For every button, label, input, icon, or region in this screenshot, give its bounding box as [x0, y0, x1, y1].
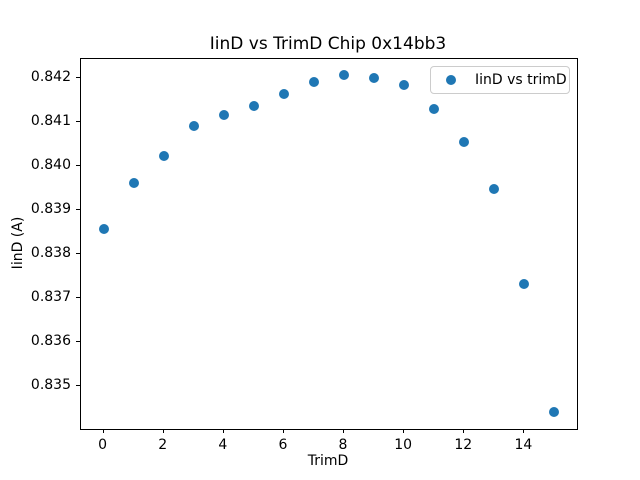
y-tick-label: 0.841: [30, 112, 71, 129]
y-tick-mark: [76, 77, 80, 78]
y-tick-mark: [76, 209, 80, 210]
y-tick-mark: [76, 385, 80, 386]
x-tick-mark: [523, 429, 524, 433]
y-tick-label: 0.842: [30, 68, 71, 85]
data-point: [399, 80, 410, 91]
plot-area: IinD vs trimD: [80, 58, 578, 430]
x-axis-label: TrimD: [307, 453, 349, 469]
x-tick-mark: [343, 429, 344, 433]
legend-marker-icon: [446, 75, 456, 85]
data-point: [98, 224, 109, 235]
data-point: [158, 151, 169, 162]
data-point: [549, 407, 560, 418]
y-tick-label: 0.837: [30, 289, 71, 306]
y-tick-label: 0.838: [30, 245, 71, 262]
x-tick-label: 8: [338, 437, 348, 453]
y-tick-label: 0.835: [30, 377, 71, 394]
x-tick-mark: [223, 429, 224, 433]
data-point: [248, 101, 259, 112]
x-tick-label: 2: [158, 437, 168, 453]
y-tick-label: 0.839: [30, 201, 71, 218]
x-tick-mark: [163, 429, 164, 433]
y-tick-label: 0.840: [30, 157, 71, 174]
data-point: [429, 103, 440, 114]
x-tick-label: 12: [454, 437, 473, 453]
x-tick-mark: [283, 429, 284, 433]
y-tick-mark: [76, 297, 80, 298]
legend-label: IinD vs trimD: [475, 72, 567, 88]
chart-title: IinD vs TrimD Chip 0x14bb3: [209, 34, 447, 54]
x-tick-mark: [463, 429, 464, 433]
x-tick-label: 6: [278, 437, 288, 453]
data-point: [218, 109, 229, 120]
x-tick-mark: [403, 429, 404, 433]
y-tick-mark: [76, 253, 80, 254]
x-tick-label: 14: [514, 437, 533, 453]
data-point: [519, 278, 530, 289]
data-point: [308, 76, 319, 87]
x-tick-label: 0: [98, 437, 107, 453]
y-tick-mark: [76, 121, 80, 122]
y-tick-mark: [76, 165, 80, 166]
data-point: [369, 73, 380, 84]
x-tick-label: 4: [218, 437, 228, 453]
data-point: [278, 88, 289, 99]
data-point: [128, 178, 139, 189]
y-tick-label: 0.836: [30, 333, 71, 350]
legend: IinD vs trimD: [430, 66, 570, 94]
x-tick-mark: [103, 429, 104, 433]
y-tick-mark: [76, 341, 80, 342]
data-point: [339, 70, 350, 81]
x-tick-label: 10: [394, 437, 413, 453]
data-point: [489, 183, 500, 194]
data-point: [459, 136, 470, 147]
data-point: [188, 120, 199, 131]
